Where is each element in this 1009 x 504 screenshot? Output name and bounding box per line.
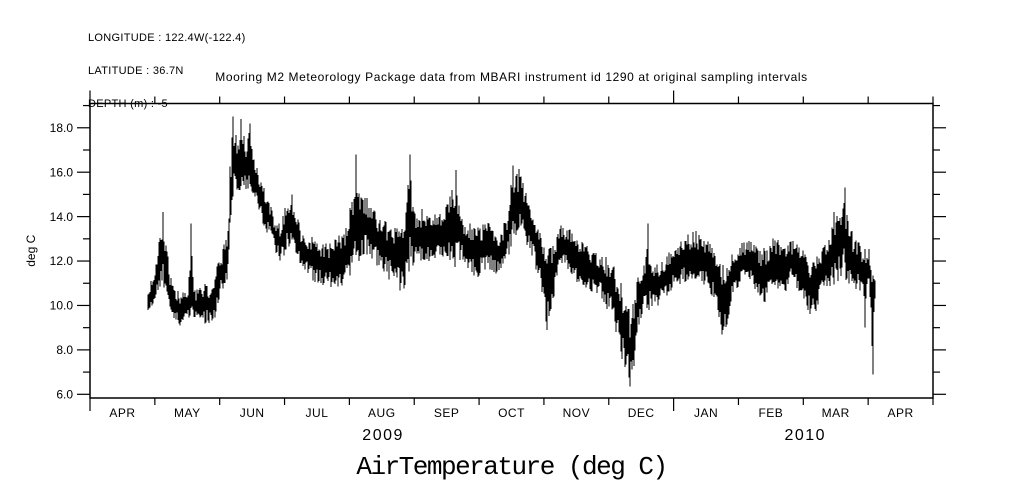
y-tick-label: 8.0 (56, 343, 73, 357)
x-axis-year-label: 2010 (784, 427, 826, 444)
x-tick-label-month: DEC (628, 406, 655, 420)
y-tick-label: 12.0 (50, 254, 74, 268)
axis-box (89, 102, 934, 399)
y-tick-label: 14.0 (50, 210, 74, 224)
metadata-line-longitude: LONGITUDE : 122.4W(-122.4) (88, 32, 246, 44)
x-tick-label-month: APR (887, 406, 913, 420)
x-tick-label-month: AUG (368, 406, 396, 420)
x-tick-label-month: FEB (758, 406, 783, 420)
y-axis-title: deg C (24, 234, 38, 266)
y-tick-label: 6.0 (56, 388, 73, 402)
metadata-line-latitude: LATITUDE : 36.7N (88, 65, 184, 77)
x-tick-label-month: APR (109, 406, 135, 420)
y-tick-label: 16.0 (50, 165, 74, 179)
x-axis-title: AirTemperature (deg C) (356, 452, 668, 482)
x-axis-year-label: 2009 (362, 427, 404, 444)
x-tick-label-month: SEP (434, 406, 460, 420)
chart-title: Mooring M2 Meteorology Package data from… (215, 70, 808, 84)
temperature-trace (147, 124, 876, 384)
x-tick-label-month: MAY (174, 406, 201, 420)
x-tick-label-month: OCT (498, 406, 525, 420)
y-tick-label: 18.0 (50, 121, 74, 135)
metadata-line-depth: DEPTH (m) : -5 (88, 98, 168, 110)
x-tick-label-month: NOV (563, 406, 591, 420)
x-tick-label-month: JAN (694, 406, 718, 420)
y-tick-label: 10.0 (50, 299, 74, 313)
temperature-trace-spikes (162, 116, 874, 387)
x-tick-label-month: MAR (822, 406, 850, 420)
x-tick-label-month: JUL (306, 406, 329, 420)
station-metadata: LONGITUDE : 122.4W(-122.4) LATITUDE : 36… (88, 11, 246, 132)
x-tick-label-month: JUN (240, 406, 265, 420)
